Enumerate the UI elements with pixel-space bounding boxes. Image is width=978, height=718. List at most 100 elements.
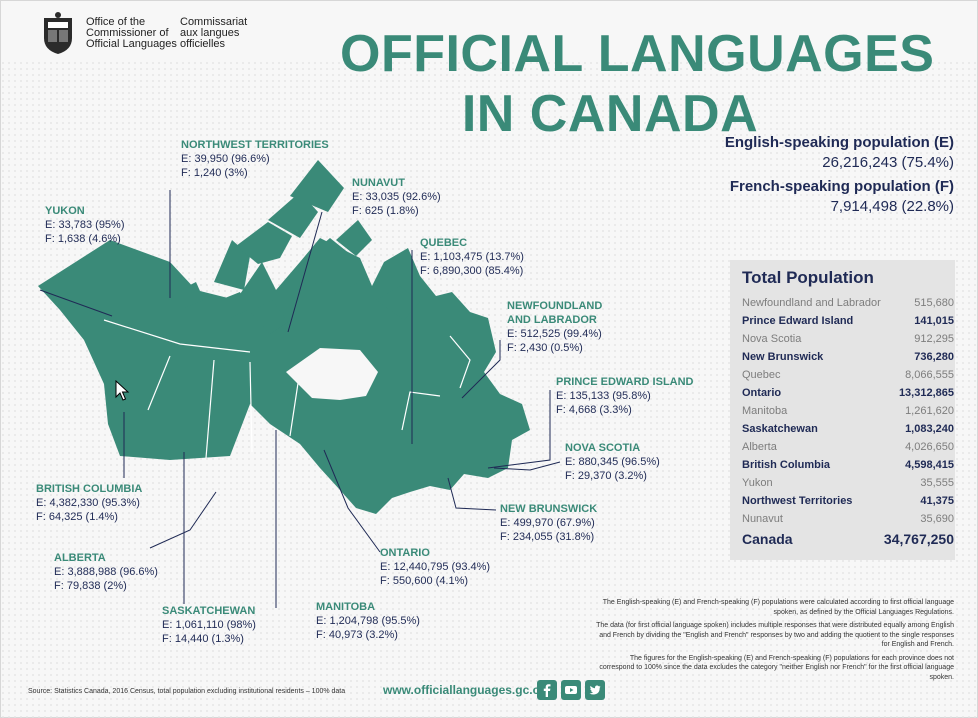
source-citation: Source: Statistics Canada, 2016 Census, …	[28, 688, 346, 695]
title-line-2: IN CANADA	[461, 85, 759, 143]
region-name: ALBERTA	[54, 552, 106, 564]
french-count: F: 625 (1.8%)	[352, 205, 419, 217]
row-value: 141,015	[914, 315, 954, 327]
row-name: Nova Scotia	[742, 333, 802, 345]
title-line-1: OFFICIAL LANGUAGES	[340, 25, 935, 83]
region-name: ONTARIO	[380, 547, 430, 559]
region-name: PRINCE EDWARD ISLAND	[556, 376, 694, 388]
facebook-icon[interactable]	[537, 680, 557, 700]
note-3: The figures for the English-speaking (E)…	[599, 654, 954, 681]
label-prince-edward-island: PRINCE EDWARD ISLAND E: 135,133 (95.8%) …	[556, 375, 694, 417]
region-name: BRITISH COLUMBIA	[36, 483, 143, 495]
methodology-notes: The English-speaking (E) and French-spea…	[594, 598, 954, 686]
table-row: New Brunswick 736,280	[742, 348, 954, 366]
label-alberta: ALBERTA E: 3,888,988 (96.6%) F: 79,838 (…	[54, 551, 158, 593]
english-count: E: 1,103,475 (13.7%)	[420, 251, 524, 263]
table-row: Prince Edward Island 141,015	[742, 312, 954, 330]
row-name: Canada	[742, 531, 793, 547]
region-name-line-2: AND LABRADOR	[507, 314, 597, 326]
label-british-columbia: BRITISH COLUMBIA E: 4,382,330 (95.3%) F:…	[36, 482, 142, 524]
region-name: QUEBEC	[420, 237, 468, 249]
leader-lines	[39, 190, 561, 608]
row-value: 1,083,240	[905, 423, 954, 435]
french-value: 7,914,498 (22.8%)	[830, 198, 954, 215]
table-row: Saskatchewan 1,083,240	[742, 420, 954, 438]
region-name: SASKATCHEWAN	[162, 605, 256, 617]
row-name: Nunavut	[742, 513, 783, 525]
row-value: 515,680	[914, 297, 954, 309]
table-row: Alberta 4,026,650	[742, 438, 954, 456]
english-count: E: 1,204,798 (95.5%)	[316, 615, 420, 627]
label-saskatchewan: SASKATCHEWAN E: 1,061,110 (98%) F: 14,44…	[162, 604, 256, 646]
label-northwest-territories: NORTHWEST TERRITORIES E: 39,950 (96.6%) …	[181, 138, 329, 180]
youtube-icon[interactable]	[561, 680, 581, 700]
org-fr-line-2: aux langues	[180, 27, 240, 39]
french-label: French-speaking population (F)	[729, 178, 954, 195]
row-value: 8,066,555	[905, 369, 954, 381]
page-title: OFFICIAL LANGUAGES IN CANADA	[340, 25, 935, 143]
row-name: Manitoba	[742, 405, 788, 417]
english-count: E: 499,970 (67.9%)	[500, 517, 595, 529]
french-count: F: 1,240 (3%)	[181, 167, 248, 179]
english-count: E: 33,783 (95%)	[45, 219, 125, 231]
row-name: Yukon	[742, 477, 773, 489]
english-count: E: 1,061,110 (98%)	[162, 619, 256, 631]
row-name: British Columbia	[742, 459, 831, 471]
region-name: YUKON	[45, 205, 85, 217]
row-value: 912,295	[914, 333, 954, 345]
english-count: E: 33,035 (92.6%)	[352, 191, 441, 203]
website-link[interactable]: www.officiallanguages.gc.ca	[383, 683, 546, 697]
language-summary: English-speaking population (E) 26,216,2…	[725, 134, 954, 222]
region-name: NEW BRUNSWICK	[500, 503, 598, 515]
french-count: F: 4,668 (3.3%)	[556, 404, 632, 416]
org-name-french: Commissariat aux langues officielles	[180, 17, 247, 50]
region-name: NOVA SCOTIA	[565, 442, 641, 454]
org-en-line-1: Office of the	[86, 16, 146, 28]
french-count: F: 14,440 (1.3%)	[162, 633, 244, 645]
cursor-icon	[115, 380, 130, 401]
row-name: New Brunswick	[742, 351, 824, 363]
org-en-line-2: Commissioner of	[86, 27, 169, 39]
region-name: NUNAVUT	[352, 177, 405, 189]
table-row-total: Canada 34,767,250	[742, 528, 954, 550]
english-count: E: 39,950 (96.6%)	[181, 153, 270, 165]
row-value: 4,598,415	[905, 459, 954, 471]
table-row: Nunavut 35,690	[742, 510, 954, 528]
label-nova-scotia: NOVA SCOTIA E: 880,345 (96.5%) F: 29,370…	[565, 441, 660, 483]
french-count: F: 40,973 (3.2%)	[316, 629, 398, 641]
table-row: Newfoundland and Labrador 515,680	[742, 294, 954, 312]
row-name: Ontario	[742, 387, 782, 399]
label-newfoundland-and-labrador: NEWFOUNDLAND AND LABRADOR E: 512,525 (99…	[507, 299, 602, 355]
twitter-icon[interactable]	[585, 680, 605, 700]
org-en-line-3: Official Languages	[86, 38, 177, 50]
total-population-heading: Total Population	[742, 268, 874, 287]
row-name: Quebec	[742, 369, 781, 381]
crest-icon	[44, 12, 72, 54]
table-row: Yukon 35,555	[742, 474, 954, 492]
label-new-brunswick: NEW BRUNSWICK E: 499,970 (67.9%) F: 234,…	[500, 502, 597, 544]
total-population-panel: Total Population Newfoundland and Labrad…	[730, 260, 955, 560]
note-2: The data (for first official language sp…	[596, 622, 954, 648]
row-name: Saskatchewan	[742, 423, 818, 435]
row-value: 41,375	[920, 495, 954, 507]
row-name: Alberta	[742, 441, 777, 453]
row-value: 4,026,650	[905, 441, 954, 453]
french-count: F: 29,370 (3.2%)	[565, 470, 647, 482]
english-count: E: 3,888,988 (96.6%)	[54, 566, 158, 578]
english-label: English-speaking population (E)	[724, 134, 954, 151]
row-value: 1,261,620	[905, 405, 954, 417]
row-value: 34,767,250	[883, 531, 954, 547]
english-count: E: 12,440,795 (93.4%)	[380, 561, 491, 573]
row-name: Newfoundland and Labrador	[742, 297, 881, 309]
table-row: Northwest Territories 41,375	[742, 492, 954, 510]
label-quebec: QUEBEC E: 1,103,475 (13.7%) F: 6,890,300…	[420, 236, 524, 278]
row-name: Prince Edward Island	[742, 315, 854, 327]
label-ontario: ONTARIO E: 12,440,795 (93.4%) F: 550,600…	[380, 546, 490, 588]
english-value: 26,216,243 (75.4%)	[822, 154, 954, 171]
note-1: The English-speaking (E) and French-spea…	[602, 599, 954, 616]
french-count: F: 1,638 (4.6%)	[45, 233, 121, 245]
french-count: F: 550,600 (4.1%)	[380, 575, 469, 587]
label-nunavut: NUNAVUT E: 33,035 (92.6%) F: 625 (1.8%)	[352, 176, 441, 218]
